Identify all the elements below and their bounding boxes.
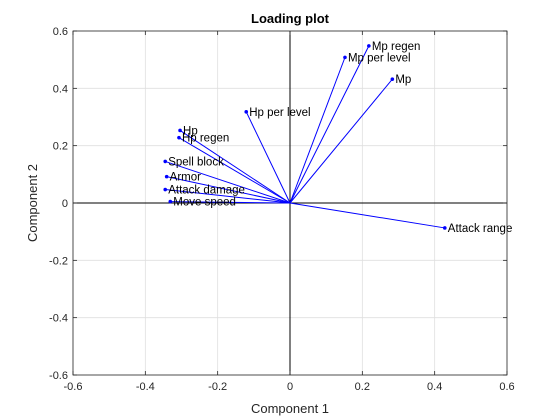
x-axis-title: Component 1 [251, 401, 329, 416]
loading-vector [166, 176, 291, 204]
loading-point [168, 199, 173, 204]
x-tick-label: -0.2 [208, 381, 227, 393]
y-tick-label: 0.6 [53, 26, 68, 38]
loading-label: Mp per level [348, 52, 411, 64]
x-tick-label: 0.4 [427, 381, 442, 393]
x-tick-label: 0.6 [499, 381, 514, 393]
loading-label: Hp [183, 125, 198, 137]
y-axis-title: Component 2 [25, 164, 40, 242]
x-tick-label: 0 [287, 381, 293, 393]
loading-vector [245, 111, 291, 204]
y-tick-label: -0.4 [49, 313, 68, 325]
loading-label: Move speed [173, 197, 236, 209]
loading-point [244, 110, 249, 114]
loading-label: Attack damage [168, 185, 245, 197]
y-tick-label: 0 [62, 198, 68, 210]
y-tick-label: 0.4 [53, 83, 68, 95]
loading-vector [165, 160, 291, 204]
loading-point [178, 128, 182, 133]
y-tick-label: 0.2 [53, 141, 68, 153]
chart-title: Loading plot [251, 11, 330, 26]
loading-label: Hp per level [249, 107, 310, 119]
loading-point [163, 159, 168, 164]
loading-point [390, 77, 395, 81]
loading-vector [289, 202, 445, 229]
loading-point [177, 135, 181, 140]
loading-label: Mp regen [372, 41, 421, 53]
loading-vector [289, 78, 393, 204]
loading-vector [165, 189, 291, 204]
loading-vector [170, 201, 291, 204]
y-tick-label: -0.2 [49, 255, 68, 267]
loading-point [163, 187, 168, 192]
loading-label: Mp [395, 74, 411, 86]
loading-label: Hp regen [182, 133, 229, 145]
loading-point [164, 174, 169, 179]
x-tick-label: 0.2 [355, 381, 370, 393]
y-tick-label: -0.6 [49, 370, 68, 382]
loading-vector [178, 137, 291, 204]
loading-label: Armor [170, 172, 201, 184]
loading-vector [289, 45, 370, 204]
loading-vector [289, 57, 346, 204]
loading-label: Spell block [168, 156, 224, 168]
axis-ticks: -0.6 -0.4 -0.2 0 0.2 0.4 0.6 -0.6 -0.4 -0.2 0 0.2 0.… [49, 26, 515, 393]
loading-point [343, 55, 347, 60]
loading-vector [179, 130, 291, 204]
loading-label: Attack range [448, 223, 513, 235]
loading-point [442, 226, 447, 230]
x-tick-label: -0.4 [136, 381, 155, 393]
loading-point [367, 44, 371, 48]
x-tick-label: -0.6 [64, 381, 83, 393]
